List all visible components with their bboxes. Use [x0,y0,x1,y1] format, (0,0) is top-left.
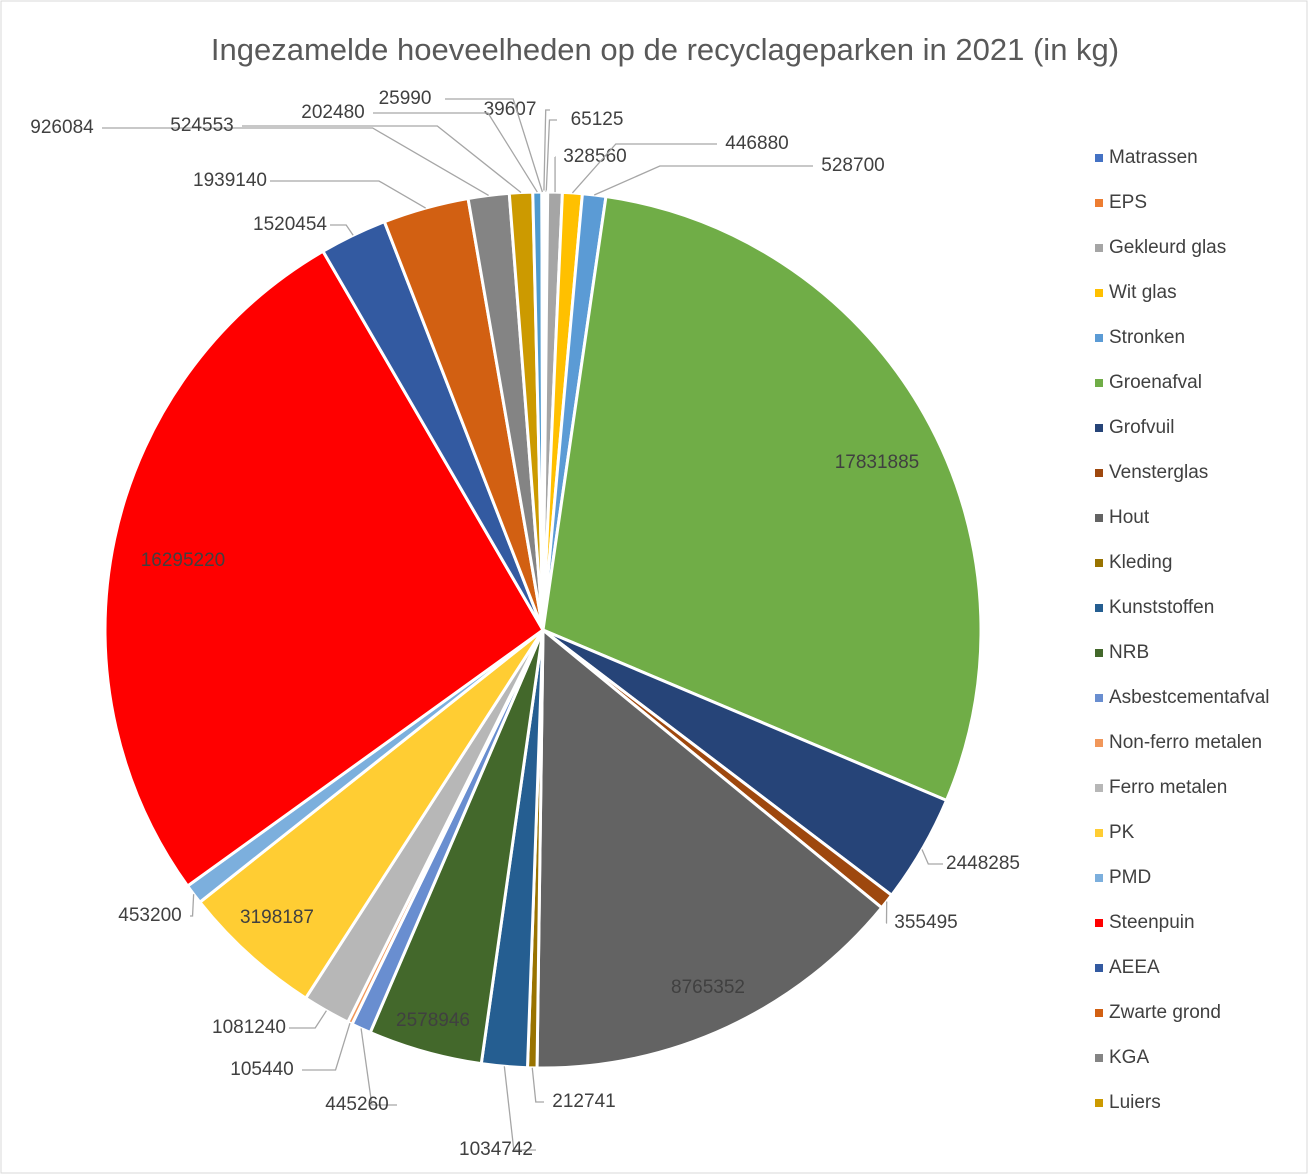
data-label: 328560 [563,146,626,167]
legend-swatch [1095,784,1103,792]
data-label: 25990 [379,88,432,109]
leader-line [593,165,813,196]
pie-slice [541,194,983,803]
legend-swatch [1095,874,1103,882]
leader-line [373,112,538,193]
leader-line [289,1010,327,1029]
data-label: 1939140 [193,170,267,191]
legend-swatch [1095,424,1103,432]
leader-line [190,894,195,917]
legend-swatch [1095,244,1103,252]
data-label: 3198187 [240,907,314,928]
legend-label: Kleding [1109,552,1172,573]
legend-swatch [1095,199,1103,207]
legend-label: Grofvuil [1109,417,1174,438]
legend-label: Ferro metalen [1109,777,1227,798]
data-label: 528700 [821,155,884,176]
data-label: 453200 [118,905,181,926]
legend-label: Matrassen [1109,147,1198,168]
legend-label: Zwarte grond [1109,1002,1221,1023]
data-label: 1520454 [253,214,327,235]
legend-label: KGA [1109,1047,1149,1068]
data-label: 202480 [301,102,364,123]
legend-label: Steenpuin [1109,912,1195,933]
legend-label: PK [1109,822,1135,843]
leader-line [445,98,544,193]
legend-swatch [1095,919,1103,927]
legend-swatch [1095,649,1103,657]
legend-label: NRB [1109,642,1149,663]
legend-label: EPS [1109,192,1147,213]
pie-slice [103,249,545,889]
leader-line [885,901,888,924]
legend-label: Hout [1109,507,1150,528]
data-label: 445260 [325,1094,388,1115]
legend-swatch [1095,154,1103,162]
legend-label: Gekleurd glas [1109,237,1226,258]
data-label: 16295220 [141,550,226,571]
data-label: 212741 [552,1091,615,1112]
data-label: 105440 [230,1059,293,1080]
data-label: 2448285 [946,853,1020,874]
data-label: 2578946 [396,1010,470,1031]
legend-label: Luiers [1109,1092,1161,1113]
leader-line [571,143,717,194]
legend-swatch [1095,1009,1103,1017]
leader-line [543,109,550,193]
data-label: 8765352 [671,977,745,998]
legend-swatch [1095,829,1103,837]
data-label: 355495 [894,912,957,933]
legend-swatch [1095,469,1103,477]
legend-label: Stronken [1109,327,1185,348]
chart-title: Ingezamelde hoeveelheden op de recyclage… [211,32,1119,67]
leader-line [503,1066,536,1151]
legend-label: Vensterglas [1109,462,1208,483]
data-label: 926084 [30,117,94,138]
leader-line [360,1028,397,1106]
leader-line [302,1022,351,1071]
legend-swatch [1095,604,1103,612]
leader-line [545,119,557,193]
leader-line [242,125,522,194]
legend-swatch [1095,1099,1103,1107]
data-label: 65125 [571,109,624,130]
pie-slice [197,628,545,1001]
legend-swatch [1095,559,1103,567]
legend-label: Non-ferro metalen [1109,732,1262,753]
legend-label: Wit glas [1109,282,1177,303]
pie-slice [540,190,545,631]
legend-swatch [1095,289,1103,297]
data-label: 446880 [725,133,788,154]
legend-swatch [1095,1054,1103,1062]
data-label: 1034742 [459,1139,533,1160]
legend-swatch [1095,964,1103,972]
leader-line [330,224,354,236]
legend-label: AEEA [1109,957,1160,978]
leader-line [921,849,943,865]
legend-swatch [1095,334,1103,342]
leader-line [531,1067,544,1103]
pie-slice [535,626,884,1070]
data-label: 524553 [170,115,233,136]
legend-swatch [1095,514,1103,522]
legend-label: Groenafval [1109,372,1202,393]
data-label: 1081240 [212,1017,286,1038]
legend-label: Kunststoffen [1109,597,1214,618]
legend-label: Asbestcementafval [1109,687,1270,708]
leader-line [270,180,426,209]
legend-swatch [1095,379,1103,387]
data-label: 39607 [484,99,537,120]
leader-line [102,127,489,196]
data-label: 17831885 [835,452,920,473]
legend-swatch [1095,694,1103,702]
legend-swatch [1095,739,1103,747]
legend-label: PMD [1109,867,1151,888]
